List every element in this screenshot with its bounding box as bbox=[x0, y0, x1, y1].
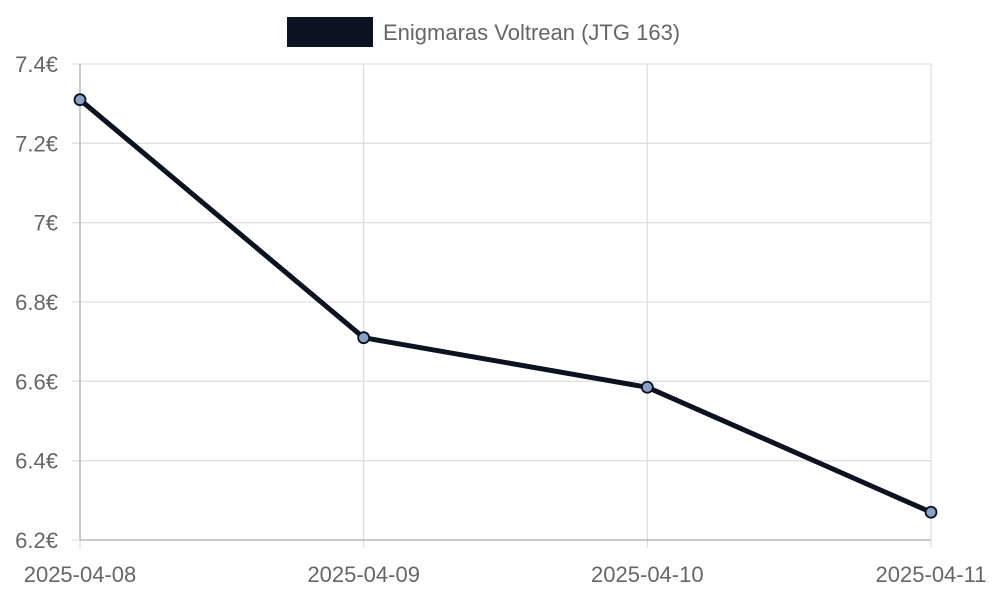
y-tick-label: 6.8€ bbox=[15, 290, 58, 315]
grid-lines bbox=[72, 63, 932, 548]
tick-labels: 6.2€ 6.4€ 6.6€ 6.8€ 7€ 7.2€ 7.4€ 2025-04-08 2025… bbox=[15, 52, 986, 587]
data-points bbox=[73, 93, 938, 519]
data-point[interactable] bbox=[924, 505, 938, 519]
data-point[interactable] bbox=[640, 380, 654, 394]
y-tick-label: 6.2€ bbox=[15, 528, 58, 553]
data-point[interactable] bbox=[73, 93, 87, 107]
y-tick-label: 7€ bbox=[34, 211, 58, 236]
axes bbox=[79, 64, 931, 541]
x-tick-label: 2025-04-11 bbox=[876, 562, 987, 587]
legend[interactable]: Enigmaras Voltrean (JTG 163) bbox=[287, 17, 680, 47]
data-point[interactable] bbox=[357, 331, 371, 345]
legend-swatch bbox=[287, 17, 373, 47]
legend-label: Enigmaras Voltrean (JTG 163) bbox=[383, 20, 680, 45]
x-tick-label: 2025-04-08 bbox=[24, 562, 137, 587]
y-tick-label: 7.4€ bbox=[15, 52, 58, 77]
y-tick-label: 7.2€ bbox=[15, 131, 58, 156]
series-line bbox=[77, 97, 934, 515]
x-tick-label: 2025-04-10 bbox=[591, 562, 704, 587]
y-tick-label: 6.4€ bbox=[15, 449, 58, 474]
x-tick-label: 2025-04-09 bbox=[307, 562, 420, 587]
series-lines bbox=[77, 97, 934, 515]
y-tick-label: 6.6€ bbox=[15, 369, 58, 394]
